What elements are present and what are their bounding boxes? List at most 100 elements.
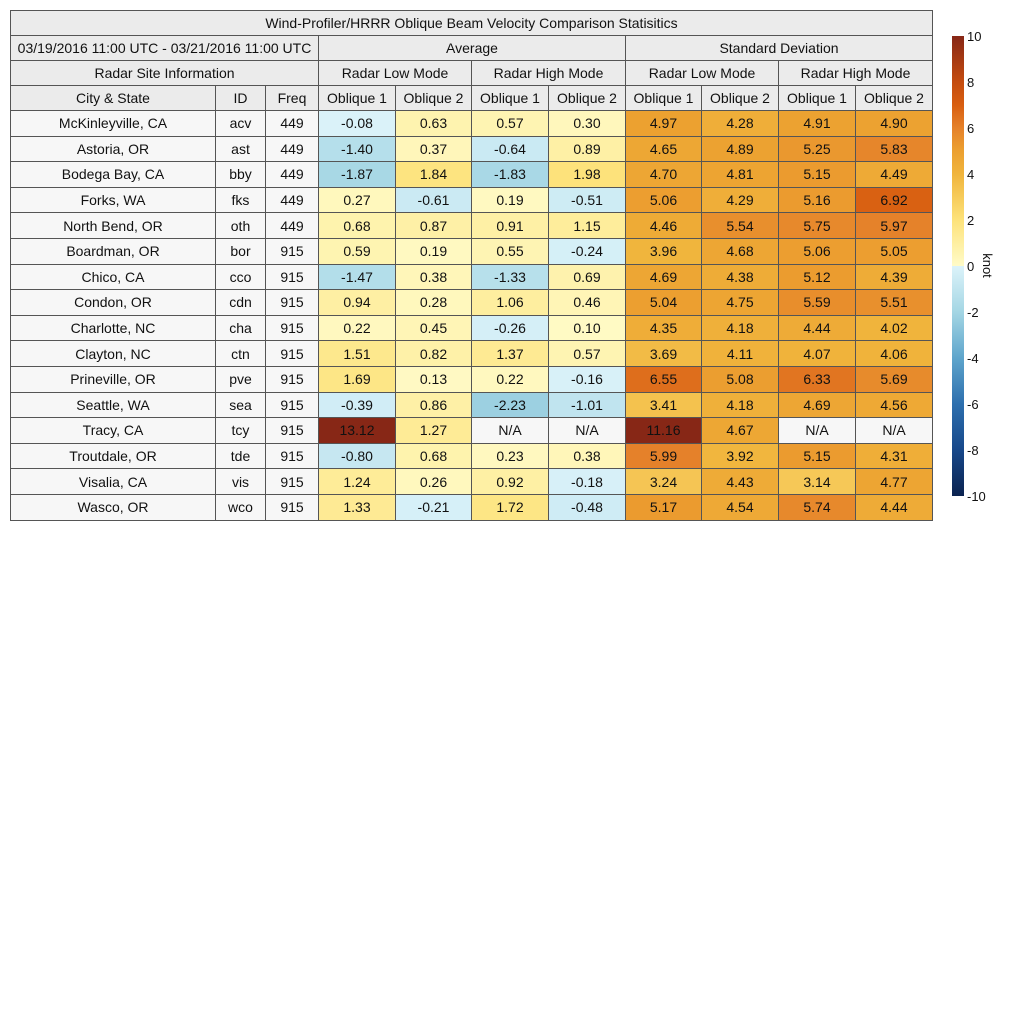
value-cell: -1.33 bbox=[471, 263, 549, 291]
value-cell: 4.70 bbox=[625, 161, 702, 188]
column-header: Oblique 1 bbox=[318, 85, 396, 111]
value-cell: 4.18 bbox=[701, 314, 779, 342]
value-cell: 6.55 bbox=[625, 365, 702, 393]
value-cell: 0.68 bbox=[395, 442, 472, 470]
id-cell: bor bbox=[215, 237, 266, 265]
value-cell: 4.39 bbox=[855, 263, 933, 291]
value-cell: -0.26 bbox=[471, 314, 549, 342]
value-cell: -0.21 bbox=[395, 493, 472, 521]
value-cell: 0.57 bbox=[548, 340, 626, 367]
city-cell: Tracy, CA bbox=[10, 417, 216, 444]
id-cell: ctn bbox=[215, 340, 266, 367]
freq-cell: 915 bbox=[265, 391, 319, 419]
value-cell: 1.27 bbox=[395, 417, 472, 444]
site-info-header: Radar Site Information bbox=[10, 60, 319, 86]
id-cell: acv bbox=[215, 110, 266, 137]
stats-table: Wind-Profiler/HRRR Oblique Beam Velocity… bbox=[10, 10, 933, 521]
table-row: Condon, OR cdn 915 0.94 0.28 1.06 0.46 5.04 4.75… bbox=[10, 289, 933, 316]
value-cell: 0.19 bbox=[395, 237, 472, 265]
value-cell: 4.97 bbox=[625, 110, 702, 137]
table-row: Seattle, WA sea 915 -0.39 0.86 -2.23 -1.01 3.41… bbox=[10, 391, 933, 419]
value-cell: 4.38 bbox=[701, 263, 779, 291]
city-cell: Condon, OR bbox=[10, 289, 216, 316]
value-cell: 1.06 bbox=[471, 289, 549, 316]
city-cell: Clayton, NC bbox=[10, 340, 216, 367]
value-cell: -2.23 bbox=[471, 391, 549, 419]
value-cell: 5.97 bbox=[855, 212, 933, 239]
value-cell: 0.59 bbox=[318, 237, 396, 265]
id-cell: vis bbox=[215, 468, 266, 495]
value-cell: 4.43 bbox=[701, 468, 779, 495]
id-cell: tde bbox=[215, 442, 266, 470]
colorbar-tick: -4 bbox=[967, 351, 979, 366]
table-row: Tracy, CA tcy 915 13.12 1.27 N/A N/A 11.16 4.67 N… bbox=[10, 417, 933, 444]
value-cell: 5.25 bbox=[778, 135, 856, 163]
mode-header: Radar Low Mode bbox=[318, 60, 472, 86]
value-cell: 1.98 bbox=[548, 161, 626, 188]
value-cell: 1.15 bbox=[548, 212, 626, 239]
value-cell: 5.08 bbox=[701, 365, 779, 393]
value-cell: 0.94 bbox=[318, 289, 396, 316]
value-cell: -0.39 bbox=[318, 391, 396, 419]
value-cell: 5.74 bbox=[778, 493, 856, 521]
mode-header: Radar High Mode bbox=[778, 60, 933, 86]
column-header: City & State bbox=[10, 85, 216, 111]
value-cell: -0.08 bbox=[318, 110, 396, 137]
value-cell: 1.84 bbox=[395, 161, 472, 188]
value-cell: N/A bbox=[778, 417, 856, 444]
city-cell: Seattle, WA bbox=[10, 391, 216, 419]
value-cell: -0.64 bbox=[471, 135, 549, 163]
freq-cell: 915 bbox=[265, 442, 319, 470]
value-cell: 5.75 bbox=[778, 212, 856, 239]
colorbar-tick: -8 bbox=[967, 443, 979, 458]
group-average: Average bbox=[318, 35, 626, 61]
column-header: Oblique 1 bbox=[625, 85, 702, 111]
column-header: Oblique 1 bbox=[471, 85, 549, 111]
value-cell: N/A bbox=[855, 417, 933, 444]
value-cell: 0.30 bbox=[548, 110, 626, 137]
table-row: Prineville, OR pve 915 1.69 0.13 0.22 -0.16 6.5… bbox=[10, 365, 933, 393]
value-cell: 5.54 bbox=[701, 212, 779, 239]
freq-cell: 915 bbox=[265, 340, 319, 367]
value-cell: 3.92 bbox=[701, 442, 779, 470]
colorbar bbox=[952, 36, 964, 496]
value-cell: -1.47 bbox=[318, 263, 396, 291]
value-cell: 5.17 bbox=[625, 493, 702, 521]
value-cell: 4.68 bbox=[701, 237, 779, 265]
value-cell: 3.14 bbox=[778, 468, 856, 495]
value-cell: 4.75 bbox=[701, 289, 779, 316]
value-cell: 5.15 bbox=[778, 442, 856, 470]
value-cell: 4.77 bbox=[855, 468, 933, 495]
mode-header: Radar High Mode bbox=[471, 60, 626, 86]
value-cell: 1.24 bbox=[318, 468, 396, 495]
value-cell: 0.27 bbox=[318, 186, 396, 214]
value-cell: 4.49 bbox=[855, 161, 933, 188]
value-cell: 5.15 bbox=[778, 161, 856, 188]
value-cell: -0.48 bbox=[548, 493, 626, 521]
column-header: Oblique 2 bbox=[855, 85, 933, 111]
city-cell: Troutdale, OR bbox=[10, 442, 216, 470]
freq-cell: 915 bbox=[265, 468, 319, 495]
colorbar-tick: -2 bbox=[967, 305, 979, 320]
value-cell: 5.16 bbox=[778, 186, 856, 214]
colorbar-tick: 0 bbox=[967, 259, 975, 274]
value-cell: 4.67 bbox=[701, 417, 779, 444]
value-cell: 13.12 bbox=[318, 417, 396, 444]
value-cell: 0.55 bbox=[471, 237, 549, 265]
value-cell: 4.11 bbox=[701, 340, 779, 367]
value-cell: 5.12 bbox=[778, 263, 856, 291]
value-cell: 4.18 bbox=[701, 391, 779, 419]
mode-header: Radar Low Mode bbox=[625, 60, 779, 86]
id-cell: pve bbox=[215, 365, 266, 393]
value-cell: 4.44 bbox=[778, 314, 856, 342]
value-cell: -0.51 bbox=[548, 186, 626, 214]
value-cell: 1.33 bbox=[318, 493, 396, 521]
column-header: Oblique 2 bbox=[701, 85, 779, 111]
value-cell: 0.22 bbox=[318, 314, 396, 342]
city-cell: Boardman, OR bbox=[10, 237, 216, 265]
freq-cell: 449 bbox=[265, 110, 319, 137]
value-cell: 4.81 bbox=[701, 161, 779, 188]
value-cell: 3.41 bbox=[625, 391, 702, 419]
value-cell: 5.99 bbox=[625, 442, 702, 470]
colorbar-label: knot bbox=[979, 253, 995, 278]
